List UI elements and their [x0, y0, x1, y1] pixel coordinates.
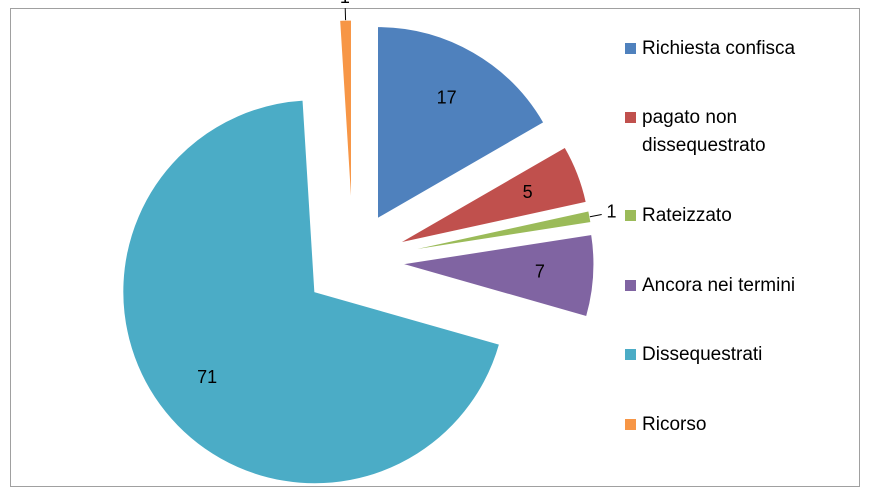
- legend-label: pagato non dissequestrato: [642, 107, 766, 157]
- legend-label: Rateizzato: [642, 205, 732, 227]
- pie-slice: [398, 146, 587, 244]
- legend: Richiesta confisca pagato non dissequestr…: [625, 14, 860, 460]
- pie-slice: [401, 233, 595, 318]
- pie-slice: [401, 210, 592, 253]
- pie-slice: [122, 99, 501, 485]
- legend-label: Ricorso: [642, 414, 707, 436]
- legend-label: Ancora nei termini: [642, 274, 796, 296]
- legend-swatch: [625, 419, 636, 431]
- legend-item: Dissequestrati: [625, 341, 860, 369]
- legend-label: Dissequestrati: [642, 344, 763, 366]
- legend-item: Richiesta confisca: [625, 35, 860, 63]
- legend-swatch: [625, 210, 636, 222]
- legend-item: Rateizzato: [625, 202, 860, 230]
- legend-item: Ancora nei termini: [625, 272, 860, 300]
- legend-swatch: [625, 349, 636, 361]
- legend-swatch: [625, 112, 636, 124]
- legend-item: pagato non dissequestrato: [625, 104, 860, 160]
- data-label: 1: [340, 0, 350, 7]
- data-label: 7: [535, 261, 545, 281]
- pie-slice: [339, 19, 352, 213]
- data-label: 1: [607, 201, 617, 221]
- legend-item: Ricorso: [625, 411, 860, 439]
- legend-swatch: [625, 279, 636, 291]
- data-label: 71: [197, 367, 217, 387]
- pie-slice: [377, 26, 545, 220]
- legend-label: Richiesta confisca: [642, 37, 796, 59]
- data-label: 17: [437, 88, 457, 108]
- leader-line: [589, 214, 602, 218]
- legend-swatch: [625, 42, 636, 54]
- chart-border: [10, 8, 860, 487]
- data-label: 5: [523, 182, 533, 202]
